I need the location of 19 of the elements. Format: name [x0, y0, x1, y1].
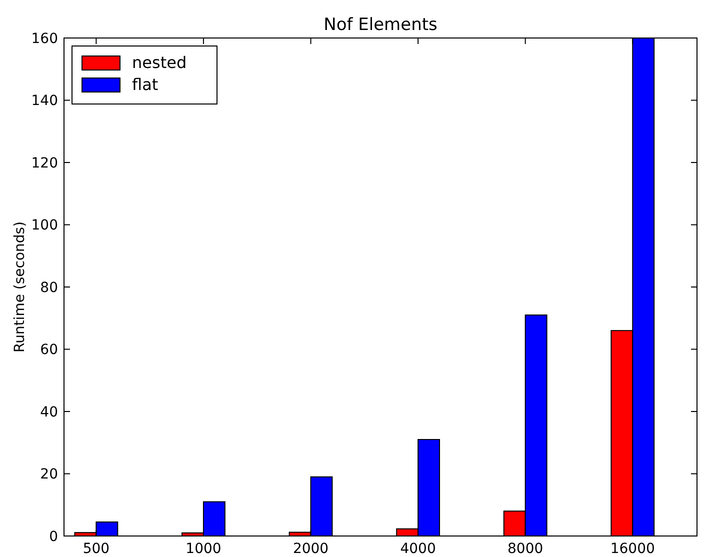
- y-tick-label: 80: [40, 280, 58, 296]
- y-tick-label: 20: [40, 466, 58, 483]
- x-tick-label: 1000: [186, 541, 222, 557]
- y-axis-title: Runtime (seconds): [12, 221, 28, 353]
- y-tick-label: 140: [31, 93, 58, 110]
- y-tick-label: 40: [40, 404, 58, 420]
- chart-title: Nof Elements: [324, 15, 438, 35]
- x-tick-label: 4000: [400, 541, 436, 557]
- x-tick-label: 8000: [508, 541, 544, 557]
- legend-label: nested: [132, 53, 187, 72]
- x-tick-label: 16000: [610, 541, 655, 557]
- x-tick-label: 500: [82, 541, 110, 557]
- y-tick-label: 100: [31, 218, 58, 234]
- y-tick-label: 160: [31, 30, 58, 47]
- y-tick-label: 120: [31, 155, 58, 172]
- y-tick-label: 60: [40, 342, 58, 358]
- legend-label: flat: [132, 75, 158, 94]
- y-tick-label: 0: [49, 528, 58, 545]
- x-tick-label: 2000: [292, 541, 329, 557]
